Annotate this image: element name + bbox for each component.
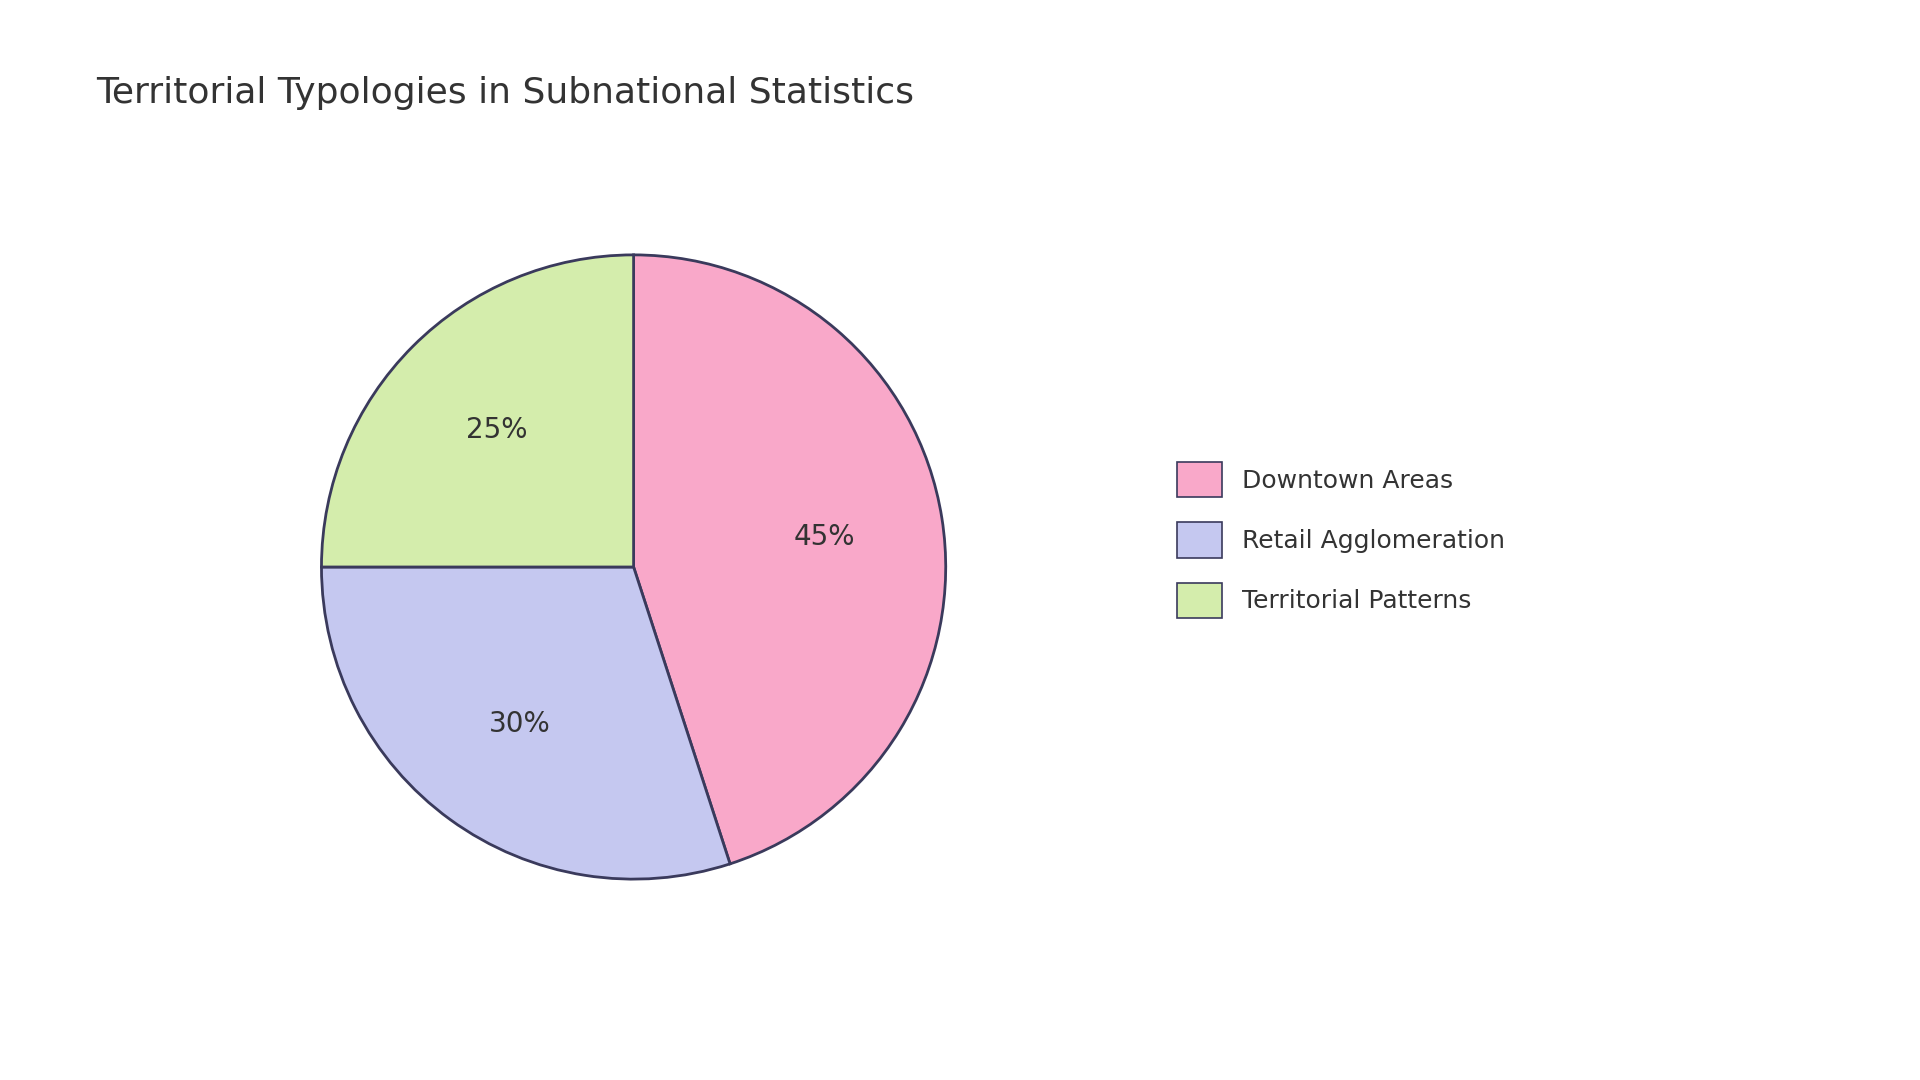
Text: 25%: 25%: [467, 416, 528, 444]
Wedge shape: [634, 255, 947, 864]
Wedge shape: [321, 567, 730, 879]
Text: 30%: 30%: [490, 710, 551, 738]
Text: 45%: 45%: [795, 523, 856, 551]
Text: Territorial Typologies in Subnational Statistics: Territorial Typologies in Subnational St…: [96, 76, 914, 109]
Wedge shape: [321, 255, 634, 567]
Legend: Downtown Areas, Retail Agglomeration, Territorial Patterns: Downtown Areas, Retail Agglomeration, Te…: [1165, 449, 1517, 631]
